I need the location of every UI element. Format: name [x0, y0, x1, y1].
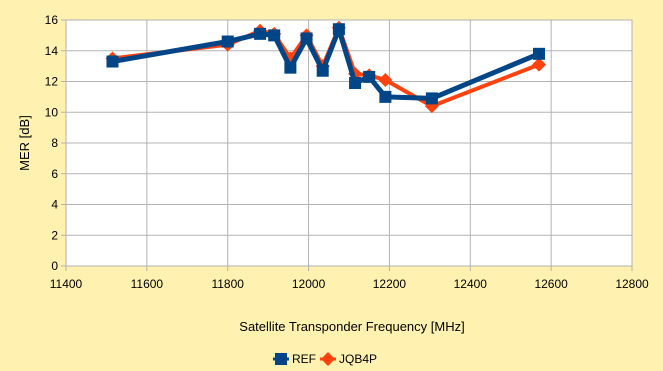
data-point — [363, 70, 376, 83]
y-tick-label: 8 — [51, 136, 58, 150]
data-point — [349, 77, 362, 90]
y-tick-label: 0 — [51, 259, 58, 273]
y-tick-label: 2 — [51, 228, 58, 242]
data-point — [254, 27, 267, 40]
data-point — [316, 64, 329, 77]
data-point — [533, 47, 546, 60]
y-tick-label: 14 — [45, 44, 59, 58]
data-point — [379, 90, 392, 103]
x-tick-label: 12400 — [454, 277, 488, 291]
y-tick-label: 16 — [45, 13, 59, 27]
legend-marker — [275, 353, 287, 365]
tick-labels: 0 2 4 6 8 10 12 14 16 11400 11600 11800 12000 12200 12… — [45, 13, 649, 291]
x-tick-label: 12000 — [292, 277, 326, 291]
legend-label: REF — [292, 352, 316, 366]
series-lines — [105, 20, 547, 114]
legend-label: JQB4P — [339, 352, 377, 366]
data-point — [378, 72, 393, 87]
data-point — [532, 57, 547, 72]
y-tick-label: 10 — [45, 105, 59, 119]
y-tick-label: 12 — [45, 75, 59, 89]
x-tick-label: 12600 — [534, 277, 568, 291]
y-tick-label: 4 — [51, 198, 58, 212]
data-point — [284, 61, 297, 74]
data-point — [300, 32, 313, 45]
x-tick-label: 11600 — [131, 277, 164, 291]
x-tick-label: 12800 — [615, 277, 649, 291]
x-tick-label: 12200 — [373, 277, 407, 291]
grid — [61, 19, 633, 271]
data-point — [268, 29, 281, 42]
series-ref — [106, 23, 546, 105]
x-axis-title: Satellite Transponder Frequency [MHz] — [239, 319, 464, 334]
legend-item-ref: REF — [273, 352, 316, 366]
data-point — [106, 55, 119, 68]
x-tick-label: 11400 — [50, 277, 83, 291]
data-point — [425, 92, 438, 105]
legend: REF JQB4P — [273, 352, 377, 366]
legend-item-jqb4p: JQB4P — [320, 352, 377, 366]
x-tick-label: 11800 — [211, 277, 244, 291]
data-point — [221, 35, 234, 48]
y-axis-title: MER [dB] — [17, 115, 32, 171]
y-tick-label: 6 — [51, 167, 58, 181]
legend-marker — [321, 352, 335, 366]
data-point — [332, 23, 345, 36]
